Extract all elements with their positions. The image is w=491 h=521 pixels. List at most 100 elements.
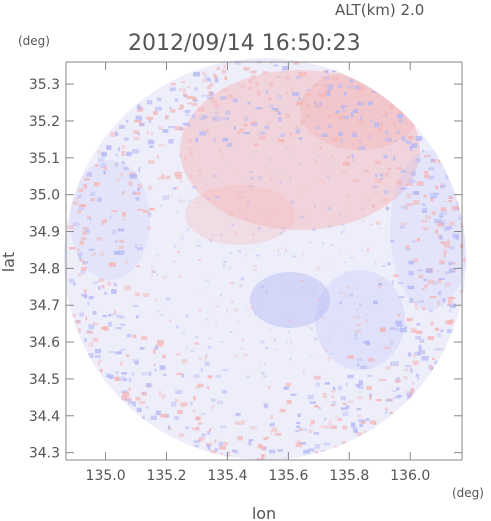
echo-speckle [434, 229, 438, 234]
echo-speckle [338, 131, 343, 137]
echo-speckle [233, 354, 238, 358]
echo-speckle [261, 454, 266, 459]
echo-speckle [206, 116, 209, 120]
echo-speckle [252, 248, 255, 250]
echo-speckle [126, 151, 132, 157]
echo-speckle [246, 200, 251, 205]
echo-speckle [340, 114, 346, 117]
echo-speckle [141, 392, 147, 396]
echo-speckle [218, 297, 220, 300]
echo-speckle [327, 357, 330, 360]
echo-speckle [181, 373, 185, 378]
echo-speckle [387, 167, 391, 171]
echo-speckle [386, 398, 393, 402]
echo-speckle [234, 308, 238, 312]
echo-speckle [138, 167, 141, 173]
y-tick-label: 34.3 [29, 446, 60, 462]
echo-speckle [308, 448, 315, 452]
echo-speckle [123, 167, 129, 171]
echo-speckle [102, 219, 107, 223]
echo-speckle [393, 121, 396, 127]
echo-speckle [234, 232, 237, 235]
echo-speckle [78, 328, 81, 333]
echo-speckle [439, 222, 444, 225]
echo-speckle [321, 242, 325, 245]
echo-speckle [317, 265, 321, 269]
echo-speckle [153, 111, 158, 116]
echo-speckle [248, 440, 252, 446]
echo-speckle [174, 171, 182, 177]
echo-speckle [182, 88, 187, 94]
echo-speckle [136, 407, 142, 412]
echo-speckle [244, 116, 249, 122]
echo-speckle [392, 361, 399, 366]
echo-speckle [310, 327, 313, 331]
echo-speckle [213, 74, 218, 79]
echo-speckle [277, 449, 283, 452]
echo-speckle [207, 346, 212, 349]
echo-speckle [133, 136, 140, 140]
echo-speckle [216, 66, 220, 71]
echo-speckle [121, 150, 125, 156]
echo-speckle [92, 322, 98, 326]
echo-speckle [331, 137, 339, 142]
echo-speckle [84, 178, 91, 181]
echo-speckle [174, 415, 179, 420]
echo-speckle [156, 154, 160, 159]
echo-speckle [123, 378, 128, 382]
echo-speckle [295, 128, 301, 134]
echo-speckle [312, 288, 315, 292]
echo-speckle [260, 340, 265, 344]
echo-speckle [122, 212, 126, 217]
echo-speckle [223, 260, 227, 264]
echo-speckle [262, 291, 265, 293]
echo-speckle [204, 358, 206, 361]
echo-speckle [204, 361, 210, 366]
echo-speckle [338, 214, 343, 216]
echo-speckle [230, 281, 234, 285]
echo-speckle [444, 271, 450, 275]
echo-speckle [207, 375, 213, 379]
echo-speckle [342, 402, 347, 405]
echo-speckle [401, 205, 406, 209]
echo-speckle [255, 107, 263, 110]
echo-speckle [315, 105, 320, 108]
echo-speckle [178, 179, 184, 183]
echo-speckle [354, 85, 360, 90]
echo-speckle [263, 403, 269, 409]
echo-speckle [385, 137, 392, 142]
echo-speckle [114, 240, 118, 243]
echo-speckle [418, 136, 423, 140]
echo-speckle [185, 426, 190, 430]
echo-speckle [358, 384, 364, 390]
echo-speckle [148, 185, 153, 190]
echo-speckle [406, 140, 412, 145]
echo-speckle [258, 362, 261, 365]
echo-speckle [139, 122, 143, 126]
echo-speckle [315, 104, 322, 109]
echo-speckle [341, 223, 345, 227]
echo-speckle [461, 225, 465, 229]
echo-speckle [345, 405, 350, 410]
echo-speckle [128, 377, 132, 383]
echo-speckle [88, 295, 94, 300]
echo-speckle [125, 397, 132, 402]
echo-speckle [178, 199, 182, 203]
echo-speckle [124, 137, 129, 141]
echo-speckle [416, 330, 423, 334]
echo-speckle [342, 107, 346, 112]
echo-speckle [185, 112, 190, 116]
echo-speckle [383, 155, 388, 159]
echo-speckle [181, 81, 186, 84]
echo-speckle [410, 388, 415, 393]
echo-speckle [108, 374, 114, 379]
echo-speckle [78, 188, 84, 192]
echo-speckle [343, 91, 347, 96]
echo-speckle [305, 93, 312, 96]
echo-speckle [314, 159, 318, 162]
echo-speckle [294, 125, 298, 129]
echo-speckle [332, 113, 339, 118]
x-tick-label: 135.4 [207, 468, 247, 484]
echo-speckle [86, 172, 92, 177]
echo-speckle [136, 247, 143, 251]
